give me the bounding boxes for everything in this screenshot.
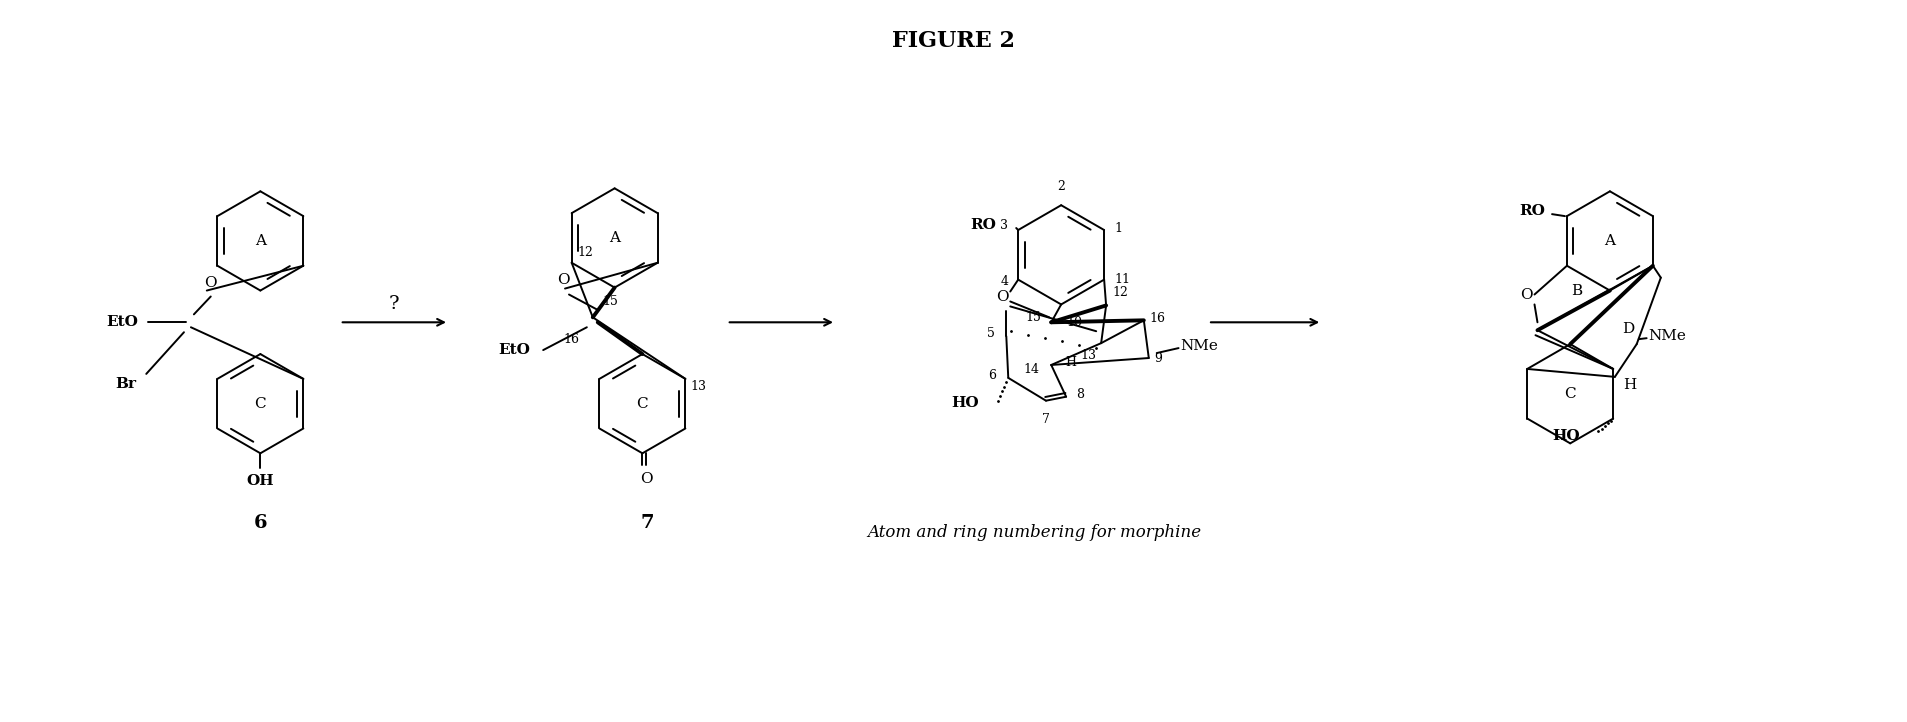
Text: OH: OH [246,474,275,488]
Text: EtO: EtO [498,343,530,357]
Text: FIGURE 2: FIGURE 2 [892,30,1015,51]
Text: A: A [256,234,265,248]
Text: 16: 16 [1150,312,1165,325]
Text: 4: 4 [1001,275,1009,288]
Text: 7: 7 [641,514,654,531]
Text: 14: 14 [1024,363,1039,376]
Text: O: O [641,472,652,486]
Text: 15: 15 [603,295,618,308]
Text: C: C [254,396,267,411]
Text: 12: 12 [1112,287,1127,300]
Text: Atom and ring numbering for morphine: Atom and ring numbering for morphine [868,524,1201,542]
Text: 5: 5 [986,327,994,340]
Text: Br: Br [114,377,135,391]
Text: A: A [608,231,620,245]
Text: 10: 10 [1066,316,1081,329]
Text: EtO: EtO [107,316,139,329]
Text: O: O [557,273,570,287]
Text: RO: RO [971,218,995,232]
Text: C: C [1564,387,1575,401]
Text: 12: 12 [578,246,593,259]
Text: 16: 16 [563,333,580,346]
Text: NMe: NMe [1650,329,1686,343]
Text: A: A [1604,234,1615,248]
Text: 3: 3 [1001,219,1009,232]
Text: 1: 1 [1114,222,1121,235]
Text: B: B [1571,284,1583,297]
Text: O: O [1520,287,1533,302]
Text: 6: 6 [254,514,267,531]
Text: 2: 2 [1056,180,1066,193]
Text: 9: 9 [1156,352,1163,365]
Text: O: O [204,276,217,290]
Text: HO: HO [952,396,978,409]
Text: H: H [1066,357,1076,370]
Text: O: O [995,290,1009,303]
Text: C: C [637,396,648,411]
Text: HO: HO [1552,430,1579,443]
Text: D: D [1623,322,1634,336]
Text: 7: 7 [1041,412,1051,425]
Text: H: H [1623,378,1636,392]
Text: 11: 11 [1114,273,1131,286]
Text: 15: 15 [1026,311,1041,324]
Text: 13: 13 [690,380,706,393]
Text: 6: 6 [988,370,995,383]
Text: RO: RO [1520,204,1545,218]
Text: ?: ? [389,295,400,313]
Text: 8: 8 [1076,388,1083,401]
Text: NMe: NMe [1180,339,1219,353]
Text: 13: 13 [1079,349,1097,362]
